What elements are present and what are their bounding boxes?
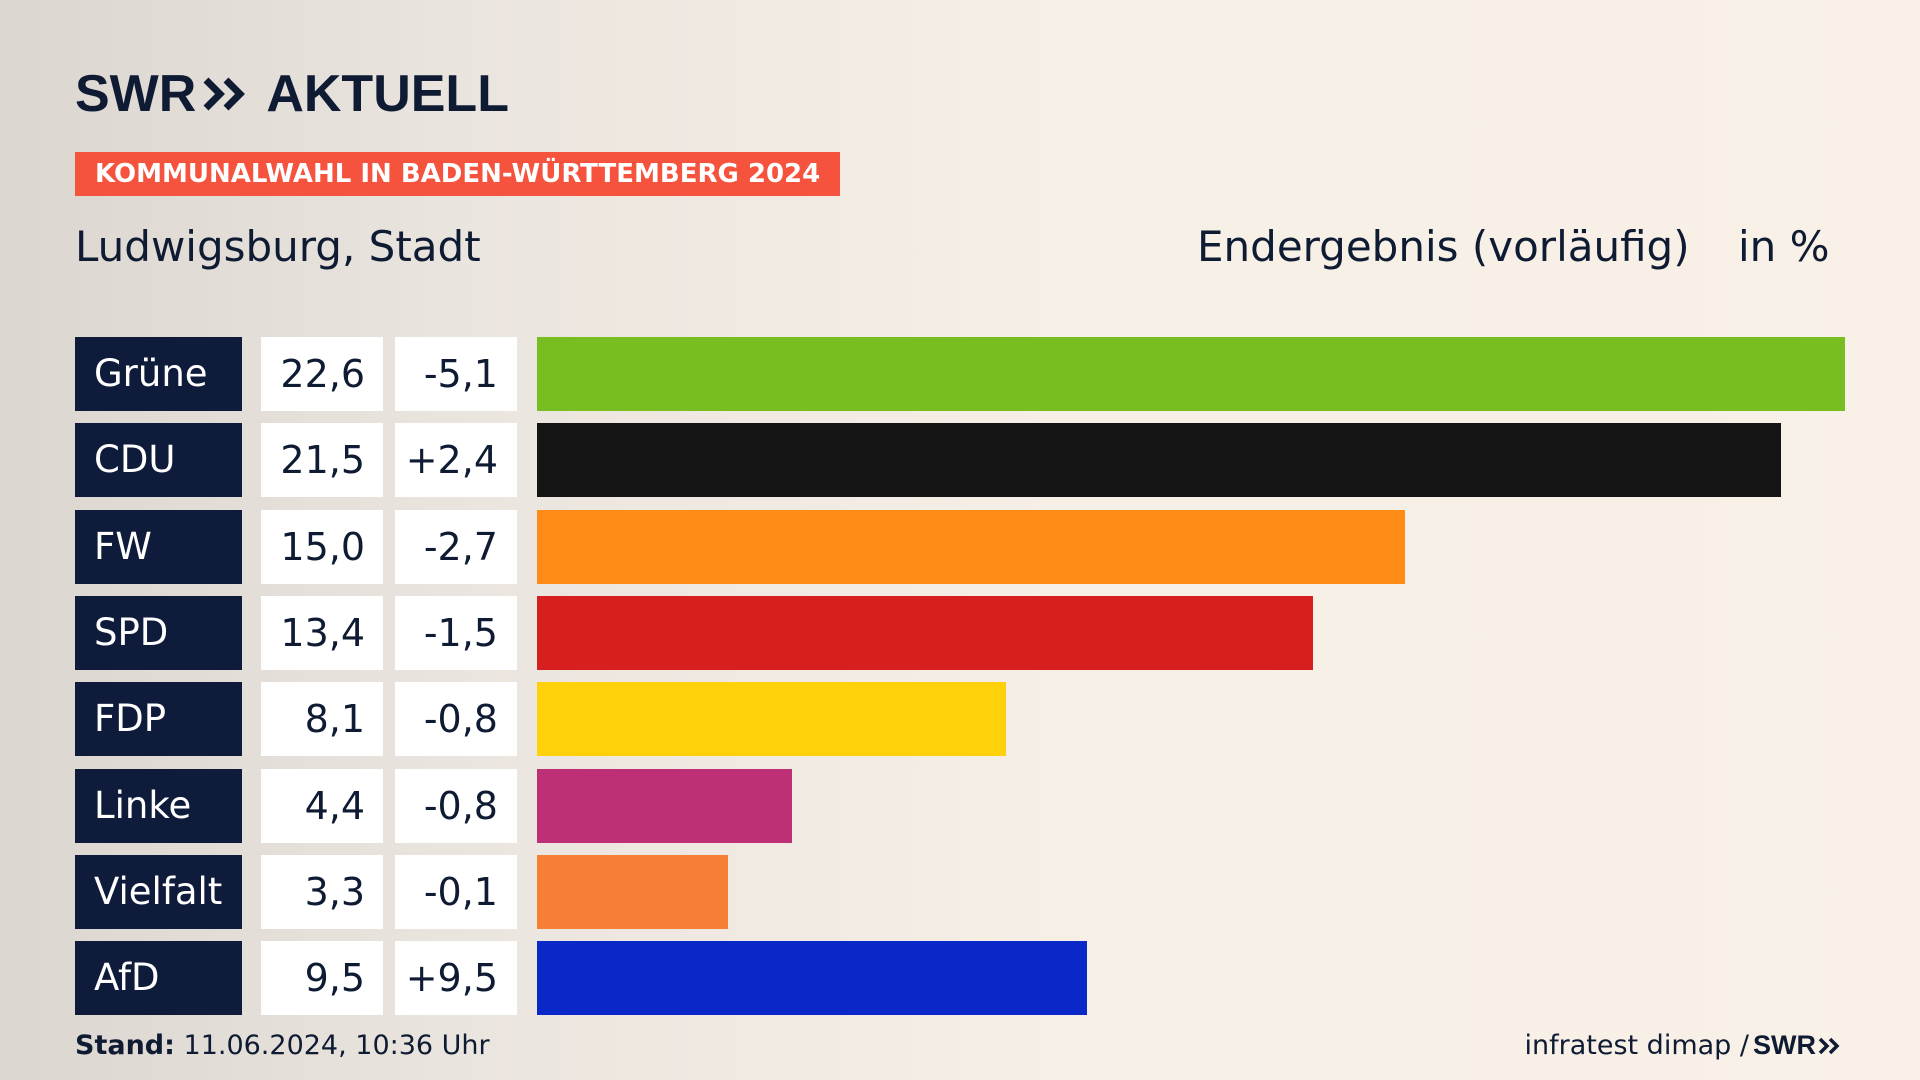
vote-change-value: -1,5 xyxy=(395,595,517,670)
footer-swr-text: SWR xyxy=(1753,1030,1816,1060)
logo-aktuell-text: AKTUELL xyxy=(266,65,509,123)
swr-aktuell-logo: SWR AKTUELL xyxy=(75,64,509,124)
vote-change-value: -2,7 xyxy=(395,509,517,584)
vote-share-value: 9,5 xyxy=(261,941,383,1016)
double-chevron-icon xyxy=(203,77,246,111)
vote-share-value: 8,1 xyxy=(261,682,383,757)
footer-double-chevron-icon xyxy=(1818,1037,1840,1054)
party-label: SPD xyxy=(75,595,242,670)
vote-change-value: -5,1 xyxy=(395,337,517,411)
party-label: Vielfalt xyxy=(75,854,242,929)
vote-change-value: +2,4 xyxy=(395,423,517,498)
party-label: FW xyxy=(75,509,242,584)
vote-share-value: 13,4 xyxy=(261,595,383,670)
source-text: infratest dimap / xyxy=(1524,1030,1749,1061)
result-row: Vielfalt 3,3 -0,1 xyxy=(0,854,1920,929)
vote-change-value: -0,8 xyxy=(395,682,517,757)
result-bar xyxy=(537,595,1313,670)
party-label: Grüne xyxy=(75,337,242,411)
vote-change-value: -0,1 xyxy=(395,854,517,929)
vote-share-value: 21,5 xyxy=(261,423,383,498)
result-bar xyxy=(537,768,792,843)
party-label: AfD xyxy=(75,941,242,1016)
result-row: Grüne 22,6 -5,1 xyxy=(0,337,1920,411)
result-row: FDP 8,1 -0,8 xyxy=(0,682,1920,757)
result-bar xyxy=(537,941,1087,1016)
footer-swr-logo: SWR xyxy=(1753,1030,1842,1061)
unit-label: in % xyxy=(1738,222,1830,271)
timestamp: Stand: 11.06.2024, 10:36 Uhr xyxy=(75,1030,490,1061)
result-row: FW 15,0 -2,7 xyxy=(0,509,1920,584)
result-bar xyxy=(537,854,728,929)
vote-share-value: 15,0 xyxy=(261,509,383,584)
logo-swr-text: SWR xyxy=(75,65,197,123)
result-bar xyxy=(537,509,1405,584)
result-row: SPD 13,4 -1,5 xyxy=(0,595,1920,670)
vote-change-value: -0,8 xyxy=(395,768,517,843)
result-row: AfD 9,5 +9,5 xyxy=(0,941,1920,1016)
stand-value: 11.06.2024, 10:36 Uhr xyxy=(183,1030,490,1061)
region-title: Ludwigsburg, Stadt xyxy=(75,222,481,271)
source-credit: infratest dimap / SWR xyxy=(1524,1030,1842,1061)
party-label: CDU xyxy=(75,423,242,498)
result-row: CDU 21,5 +2,4 xyxy=(0,423,1920,498)
vote-change-value: +9,5 xyxy=(395,941,517,1016)
result-status: Endergebnis (vorläufig) xyxy=(1197,222,1690,271)
vote-share-value: 3,3 xyxy=(261,854,383,929)
result-bar xyxy=(537,337,1845,411)
vote-share-value: 22,6 xyxy=(261,337,383,411)
party-label: Linke xyxy=(75,768,242,843)
result-bar xyxy=(537,423,1781,498)
result-bar xyxy=(537,682,1006,757)
election-banner: KOMMUNALWAHL IN BADEN-WÜRTTEMBERG 2024 xyxy=(75,152,841,196)
result-row: Linke 4,4 -0,8 xyxy=(0,768,1920,843)
stand-label: Stand: xyxy=(75,1030,175,1061)
party-label: FDP xyxy=(75,682,242,757)
vote-share-value: 4,4 xyxy=(261,768,383,843)
